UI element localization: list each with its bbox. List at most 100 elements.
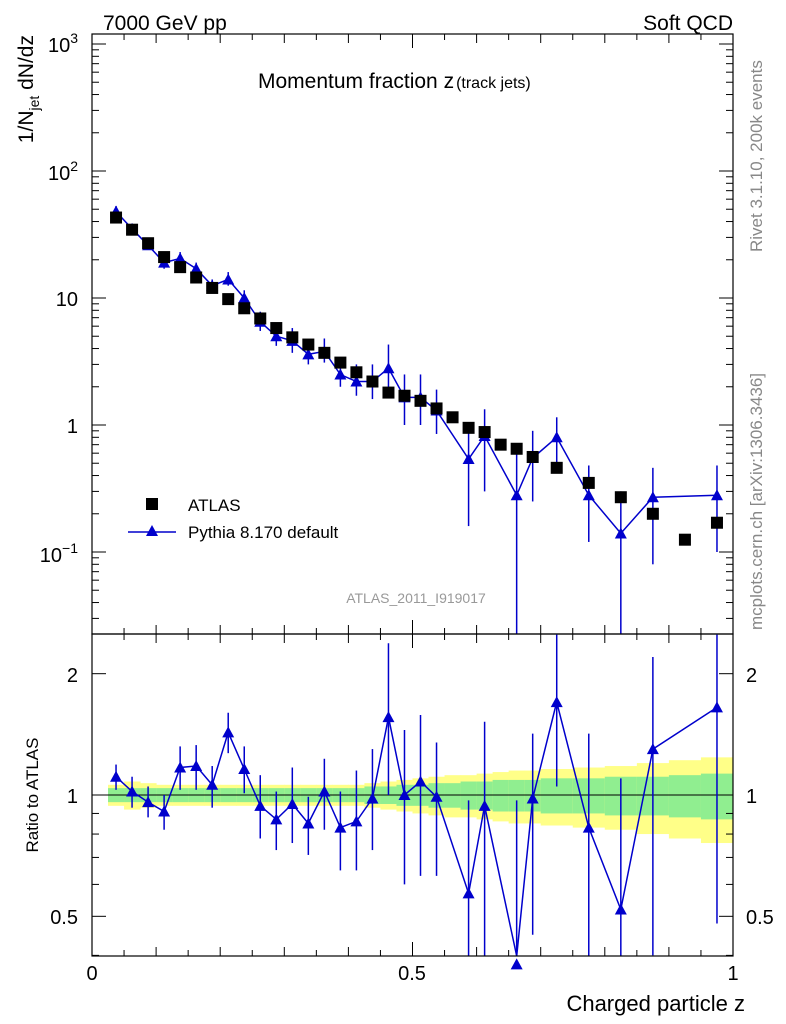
pythia-point [710,489,723,501]
atlas-point [254,312,267,325]
atlas-point [126,223,139,236]
atlas-point [238,302,251,315]
pythia-point [350,375,363,387]
ratio-panel: 2 1 0.5 2 1 0.5 Ratio to ATLAS 0 0.5 1 C… [23,633,774,1016]
atlas-point [206,281,219,294]
ratio-point [462,887,475,899]
ytick-0.1: 10−1 [40,540,78,567]
ratio-band-inner [668,775,702,818]
legend: ATLAS Pythia 8.170 default [128,496,339,542]
ratio-point [478,799,491,811]
pythia-point [174,252,187,264]
ratio-point [414,775,427,787]
rivet-version-label: Rivet 3.1.10, 200k events [747,60,766,252]
ratio-point [398,789,411,800]
pythia-point [646,491,659,503]
atlas-point [710,516,723,529]
xtick-0.5: 0.5 [398,963,426,985]
ratio-ytick-1-left: 1 [67,786,78,808]
ratio-ylabel: Ratio to ATLAS [23,738,42,853]
ratio-point [334,821,347,833]
atlas-point [174,261,187,274]
ratio-point [254,799,267,811]
atlas-point [582,476,595,489]
atlas-point [222,293,235,306]
legend-atlas-label: ATLAS [188,496,241,515]
pythia-point [334,368,347,380]
ratio-ticks [91,634,734,956]
ratio-band-inner [492,779,510,812]
main-ylabel-sub: jet [26,96,42,112]
ratio-point [110,770,123,782]
header-energy: 7000 GeV pp [103,12,227,35]
main-ylabel-tail: dN/dz [15,35,38,96]
ratio-point [582,821,595,833]
ratio-band-inner [508,779,526,812]
ratio-point [174,761,187,773]
atlas-point [550,461,563,474]
ratio-point [238,763,251,775]
atlas-point [446,411,459,424]
ratio-ytick-1-right: 1 [746,786,757,808]
main-frame [91,33,734,635]
ratio-ytick-2-right: 2 [746,665,757,687]
ytick-0.1-exp: −1 [62,540,78,556]
atlas-point [646,507,659,520]
ratio-point [510,958,523,970]
legend-pythia-label: Pythia 8.170 default [188,523,339,542]
ratio-point [646,743,659,755]
pythia-point [382,362,395,374]
main-ylabel-head: 1/N [15,111,38,144]
ytick-1000-base: 10 [48,35,70,57]
ratio-point [366,792,379,804]
ytick-1000: 103 [48,30,78,57]
mcplots-label: mcplots.cern.ch [arXiv:1306.3436] [747,373,766,630]
pythia-point [582,489,595,501]
atlas-point [270,322,283,335]
ytick-1: 1 [67,416,78,438]
atlas-point [462,421,475,434]
ratio-point [142,796,155,808]
pythia-point [614,527,627,539]
ratio-point [286,797,299,809]
atlas-point [302,338,315,351]
ytick-100-base: 10 [48,163,70,185]
pythia-series-line [115,210,718,535]
ratio-band-inner [460,781,478,810]
ratio-ytick-2-left: 2 [67,665,78,687]
x-axis-label: Charged particle z [566,991,745,1016]
main-ticks [91,34,734,634]
analysis-id-label: ATLAS_2011_I919017 [346,590,486,606]
main-ylabel: 1/Njet dN/dz [15,35,42,143]
ratio-point [350,815,363,827]
ratio-point [430,790,443,802]
atlas-point [430,402,443,415]
ratio-point [222,726,235,738]
plot-title-sub: (track jets) [456,75,531,92]
pythia-point [270,330,283,342]
atlas-point [614,491,627,504]
pythia-point [510,489,523,501]
pythia-point [238,292,251,303]
ytick-10: 10 [56,289,78,311]
ratio-point [190,760,203,772]
ratio-ytick-0.5-left: 0.5 [50,907,78,929]
ratio-point [550,696,563,708]
legend-pythia-marker [146,525,158,536]
ratio-point [302,817,315,829]
atlas-point [158,251,171,264]
atlas-point [398,389,411,402]
ratio-point [710,701,723,713]
xtick-0: 0 [86,963,97,985]
ratio-point [206,778,219,790]
pythia-point [462,452,475,464]
ratio-point [382,711,395,723]
main-panel: Momentum fraction z (track jets) 1/Njet d… [15,30,734,635]
ytick-1000-exp: 3 [70,30,78,46]
ratio-point [270,813,283,825]
ratio-point [126,785,139,797]
pythia-point [550,431,563,443]
atlas-point [510,442,523,455]
atlas-point [478,426,491,439]
